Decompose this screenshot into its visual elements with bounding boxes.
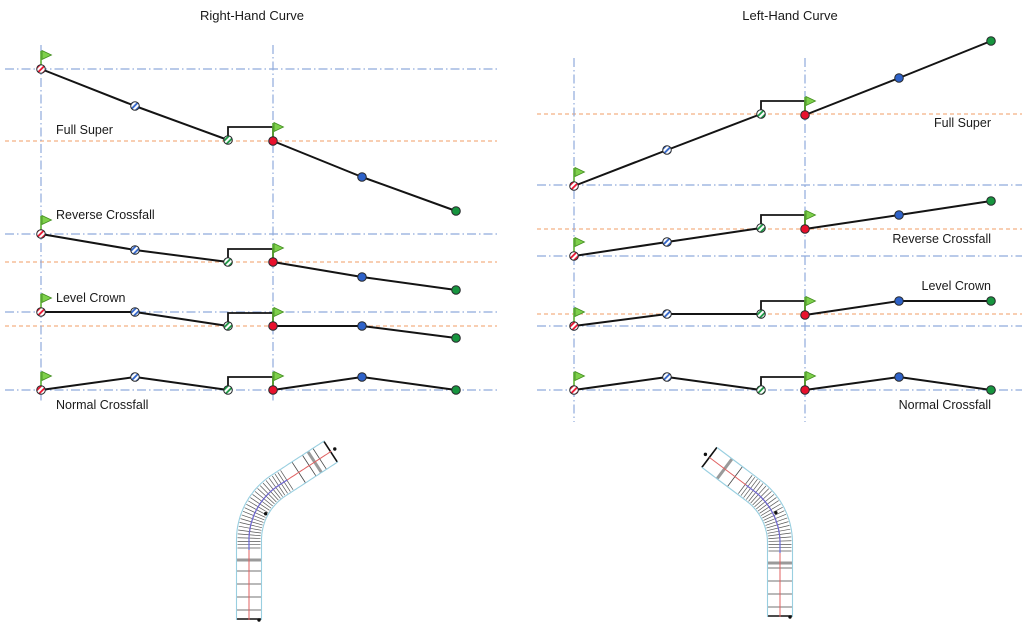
red-filled-marker-icon [800,110,810,120]
blue-filled-marker-icon [894,372,904,382]
red-filled-marker-icon [800,385,810,395]
red-hatched-marker-icon [36,385,46,395]
section-label-rh-normal-crossfall: Normal Crossfall [56,398,149,412]
blue-hatched-marker-icon [130,307,140,317]
green-filled-marker-icon [451,285,461,295]
plan-views [235,440,794,622]
blue-filled-marker-icon [357,321,367,331]
green-hatched-marker-icon [756,385,766,395]
crown-bracket [227,126,274,141]
blue-hatched-marker-icon [662,145,672,155]
blue-filled-marker-icon [357,372,367,382]
red-hatched-marker-icon [569,385,579,395]
blue-filled-marker-icon [357,172,367,182]
crown-bracket [760,214,806,229]
blue-hatched-marker-icon [662,237,672,247]
section-label-rh-level-crown: Level Crown [56,291,126,305]
crown-bracket [760,300,806,315]
green-hatched-marker-icon [756,109,766,119]
section-label-rh-full-super: Full Super [56,123,113,137]
crossfall-lines [40,40,992,391]
red-filled-marker-icon [268,321,278,331]
plan-end-marker-icon [257,618,261,622]
blue-hatched-marker-icon [662,372,672,382]
markers [36,36,996,395]
green-hatched-marker-icon [756,309,766,319]
section-label-lh-reverse-crossfall: Reverse Crossfall [892,232,991,246]
panel-title-left-hand-curve: Left-Hand Curve [742,8,838,23]
red-hatched-marker-icon [36,229,46,239]
crown-bracket [760,376,806,390]
red-filled-marker-icon [268,257,278,267]
plan-mid-marker-icon [263,512,268,516]
section-label-rh-reverse-crossfall: Reverse Crossfall [56,208,155,222]
blue-hatched-marker-icon [130,372,140,382]
red-filled-marker-icon [268,136,278,146]
section-label-lh-full-super: Full Super [934,116,991,130]
blue-filled-marker-icon [357,272,367,282]
panel-title-right-hand-curve: Right-Hand Curve [199,8,305,23]
green-hatched-marker-icon [756,223,766,233]
crown-bracket [760,100,806,115]
plan-end-marker-icon [788,615,792,619]
red-filled-marker-icon [800,310,810,320]
crown-bracket [227,376,274,390]
green-filled-marker-icon [451,206,461,216]
blue-hatched-marker-icon [662,309,672,319]
blue-filled-marker-icon [894,296,904,306]
blue-hatched-marker-icon [130,245,140,255]
red-filled-marker-icon [268,385,278,395]
red-hatched-marker-icon [569,321,579,331]
green-filled-marker-icon [451,385,461,395]
green-filled-marker-icon [986,296,996,306]
blue-hatched-marker-icon [130,101,140,111]
red-hatched-marker-icon [36,64,46,74]
green-hatched-marker-icon [223,135,233,145]
red-hatched-marker-icon [569,251,579,261]
green-filled-marker-icon [986,385,996,395]
plan-end-marker-icon [703,452,708,457]
red-hatched-marker-icon [569,181,579,191]
plan-mid-marker-icon [774,510,778,515]
crown-bracket [227,248,274,262]
green-filled-marker-icon [986,196,996,206]
crown-bracket [227,312,274,326]
plan-end-marker-icon [333,447,337,451]
green-filled-marker-icon [451,333,461,343]
blue-filled-marker-icon [894,73,904,83]
flags [40,49,817,389]
red-filled-marker-icon [800,224,810,234]
red-hatched-marker-icon [36,307,46,317]
green-hatched-marker-icon [223,257,233,267]
green-hatched-marker-icon [223,321,233,331]
guide-lines [5,45,1022,422]
section-label-lh-level-crown: Level Crown [921,279,991,293]
blue-filled-marker-icon [894,210,904,220]
section-label-lh-normal-crossfall: Normal Crossfall [898,398,991,412]
green-hatched-marker-icon [223,385,233,395]
green-filled-marker-icon [986,36,996,46]
